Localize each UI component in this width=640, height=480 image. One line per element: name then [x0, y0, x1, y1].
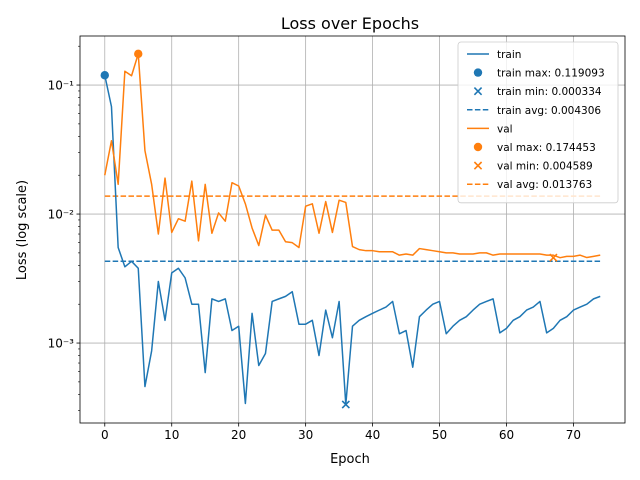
legend-entry: train max: 0.119093: [473, 68, 605, 80]
y-tick-label: 10⁻¹: [48, 79, 75, 93]
legend-entry: train min: 0.000334: [473, 86, 602, 98]
legend-x-swatch: [473, 161, 483, 170]
legend-label: train min: 0.000334: [497, 86, 602, 98]
x-marker-stroke: [549, 253, 558, 262]
x-tick-label: 60: [499, 428, 514, 442]
legend-label: val avg: 0.013763: [497, 179, 592, 191]
chart-title: Loss over Epochs: [281, 14, 419, 33]
legend-entry: train: [467, 49, 521, 61]
x-tick-label: 0: [101, 428, 109, 442]
x-axis-label: Epoch: [330, 452, 370, 467]
axis-ticks: 0 10 20 30 40 50 60 70 10⁻³ 10⁻² 10⁻¹: [48, 45, 581, 442]
legend-circle-swatch: [473, 142, 483, 152]
x-marker-stroke: [473, 87, 483, 96]
x-tick-label: 70: [566, 428, 581, 442]
series-line-val: [104, 53, 601, 259]
legend-entry: val max: 0.174453: [473, 142, 596, 154]
legend-entry: val avg: 0.013763: [467, 179, 592, 191]
x-tick-label: 40: [365, 428, 380, 442]
legend-entry: val: [467, 123, 513, 135]
x-marker-stroke: [473, 161, 483, 170]
legend-box: [457, 41, 619, 204]
y-tick-label: 10⁻³: [48, 337, 75, 351]
legend-label: train avg: 0.004306: [497, 105, 601, 117]
legend-label: val: [497, 123, 513, 135]
legend-x-swatch: [473, 87, 483, 96]
min-marker: [549, 253, 558, 262]
legend-entry: val min: 0.004589: [473, 161, 593, 173]
legend-entry: train avg: 0.004306: [467, 105, 601, 117]
max-marker: [134, 49, 143, 59]
y-tick-label: 10⁻²: [48, 208, 75, 222]
legend-label: val max: 0.174453: [497, 142, 596, 154]
y-axis-label: Loss (log scale): [15, 180, 30, 280]
min-marker: [341, 400, 350, 409]
x-tick-label: 30: [298, 428, 313, 442]
plot-frame: [79, 35, 626, 424]
series-line-train: [104, 75, 601, 406]
extreme-markers: [100, 49, 558, 409]
legend-circle-swatch: [473, 68, 483, 77]
series-lines: [104, 53, 601, 406]
x-tick-label: 10: [164, 428, 179, 442]
x-tick-label: 50: [432, 428, 447, 442]
max-marker: [100, 71, 109, 80]
legend-label: train max: 0.119093: [497, 68, 605, 80]
legend-label: train: [497, 49, 521, 61]
x-marker-stroke: [341, 400, 350, 409]
legend-label: val min: 0.004589: [497, 161, 593, 173]
x-tick-label: 20: [231, 428, 246, 442]
legend: train train max: 0.119093 train min: 0.000…: [457, 41, 619, 204]
